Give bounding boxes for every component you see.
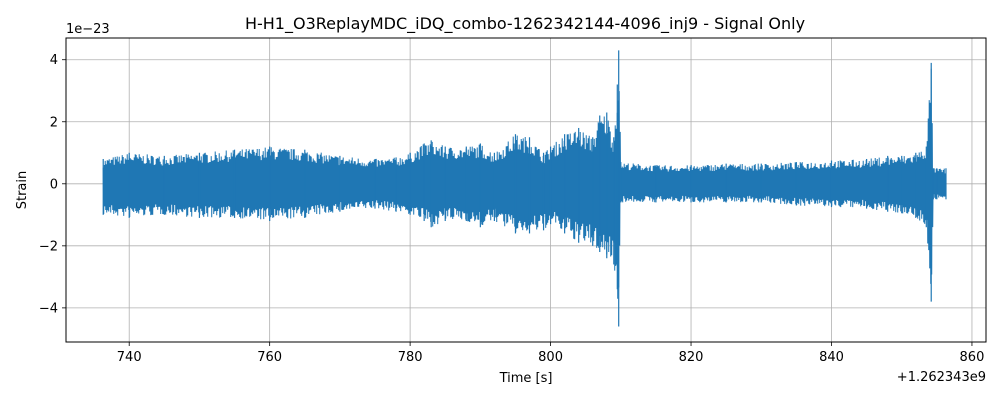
plot-frame bbox=[65, 37, 987, 343]
x-axis-ticks: 740 760 780 800 820 840 860 bbox=[117, 342, 985, 365]
signal-series-line bbox=[102, 68, 947, 299]
chart-title: H-H1_O3ReplayMDC_iDQ_combo-1262342144-40… bbox=[245, 14, 805, 34]
x-tick-label: 860 bbox=[960, 350, 985, 365]
x-tick-label: 820 bbox=[679, 350, 704, 365]
x-axis-label: Time [s] bbox=[499, 371, 553, 386]
x-tick-label: 760 bbox=[257, 350, 282, 365]
signal-spikes bbox=[102, 50, 947, 327]
y-scale-label: 1e−23 bbox=[66, 22, 110, 37]
y-tick-label: −4 bbox=[39, 301, 58, 316]
y-tick-label: −2 bbox=[39, 239, 58, 254]
x-tick-label: 780 bbox=[398, 350, 423, 365]
y-tick-label: 4 bbox=[50, 53, 58, 68]
y-tick-label: 0 bbox=[50, 177, 58, 192]
y-axis-ticks: −4 −2 0 2 4 bbox=[39, 53, 66, 316]
x-offset-label: +1.262343e9 bbox=[897, 370, 986, 385]
y-tick-label: 2 bbox=[50, 115, 58, 130]
y-axis-label: Strain bbox=[15, 171, 30, 210]
x-tick-label: 840 bbox=[819, 350, 844, 365]
x-tick-label: 740 bbox=[117, 350, 142, 365]
x-tick-label: 800 bbox=[538, 350, 563, 365]
